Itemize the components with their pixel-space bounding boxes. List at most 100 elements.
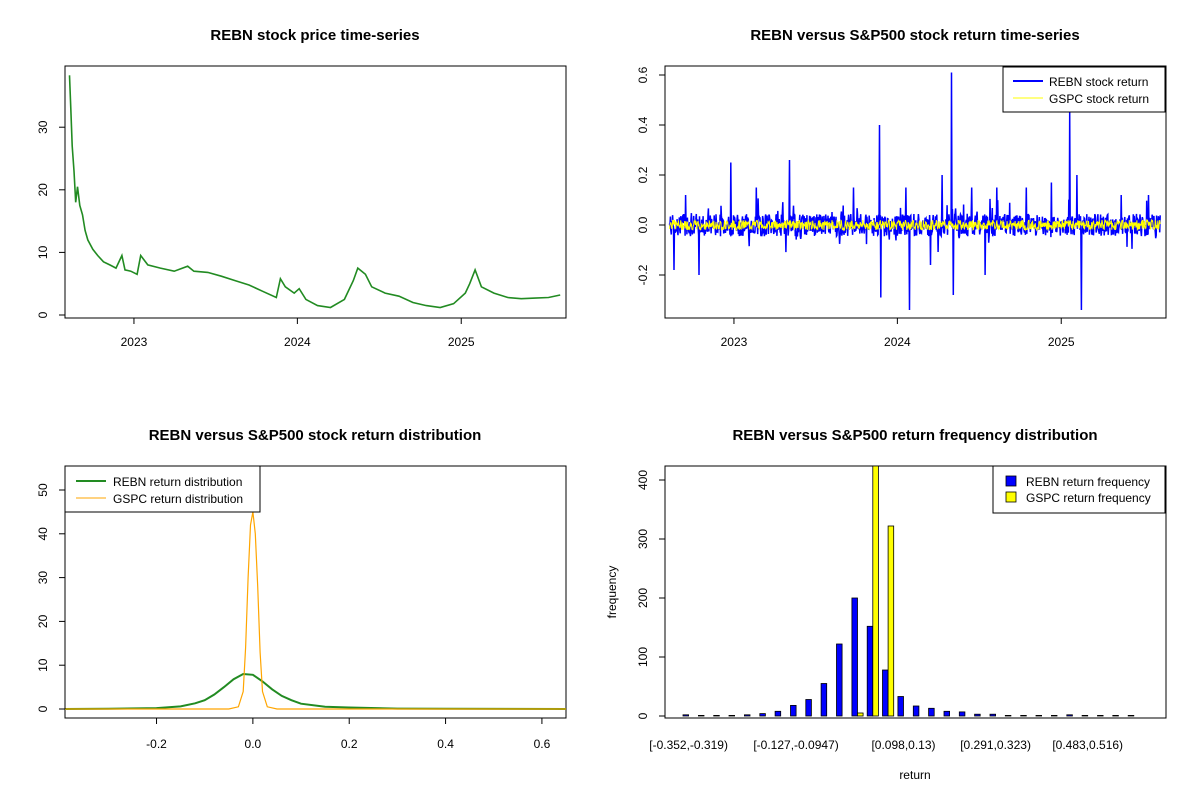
- rebn-frequency-bar: [744, 714, 751, 717]
- x-tick-label: [0.483,0.516): [1052, 738, 1123, 752]
- y-tick-label: 100: [636, 647, 650, 667]
- rebn-frequency-bar: [1127, 715, 1135, 717]
- y-tick-label: 50: [36, 483, 50, 497]
- y-tick-label: 20: [36, 614, 50, 628]
- x-tick-label: 2023: [121, 335, 148, 349]
- rebn-frequency-bar: [974, 713, 981, 717]
- x-tick-label: 2024: [284, 335, 311, 349]
- gspc-frequency-bar: [872, 465, 879, 717]
- y-tick-label: 30: [36, 571, 50, 585]
- rebn-return-line: [668, 72, 1161, 311]
- rebn-frequency-bar: [805, 699, 812, 717]
- x-axis-label-return: return: [899, 768, 930, 782]
- rebn-frequency-bar: [912, 705, 920, 717]
- rebn-frequency-bar: [1051, 715, 1058, 717]
- chart-title-frequency: REBN versus S&P500 return frequency dist…: [732, 427, 1097, 444]
- chart-title-returns: REBN versus S&P500 stock return time-ser…: [750, 27, 1079, 44]
- rebn-frequency-bar: [1097, 715, 1104, 717]
- rebn-frequency-bar: [1004, 715, 1012, 717]
- rebn-frequency-bar: [698, 715, 705, 717]
- x-tick-label: [-0.352,-0.319): [649, 738, 728, 752]
- price-series-line: [68, 75, 561, 309]
- y-tick-label: 400: [636, 470, 650, 490]
- x-tick-label: 0.0: [245, 737, 262, 751]
- y-tick-label: 20: [36, 183, 50, 197]
- x-tick-label: 2023: [721, 335, 748, 349]
- y-tick-label: 0: [636, 712, 650, 719]
- rebn-frequency-bar: [928, 707, 935, 717]
- x-tick-label: 2025: [448, 335, 475, 349]
- rebn-frequency-bar: [989, 713, 996, 717]
- rebn-density-line: [64, 672, 567, 710]
- returns-legend: REBN stock return GSPC stock return: [1002, 66, 1166, 113]
- rebn-frequency-bar: [713, 715, 720, 717]
- price-plot-area: 2023 2024 2025 0 10 20 30: [36, 65, 567, 349]
- x-tick-label: 2025: [1048, 335, 1075, 349]
- x-tick-label: 0.6: [534, 737, 551, 751]
- rebn-frequency-bar: [897, 696, 904, 717]
- y-tick-label: 40: [36, 527, 50, 541]
- plot-frame: [64, 65, 567, 319]
- y-tick-label: 300: [636, 529, 650, 549]
- gspc-frequency-bar: [887, 525, 895, 717]
- panel-price-timeseries: REBN stock price time-series 2023 2024 202…: [36, 27, 567, 349]
- x-tick-label: 0.4: [437, 737, 454, 751]
- y-tick-label: -0.2: [636, 264, 650, 285]
- rebn-frequency-bar: [851, 597, 858, 717]
- rebn-frequency-bar: [1020, 715, 1027, 717]
- gspc-return-line: [669, 218, 1161, 232]
- rebn-frequency-bar: [759, 713, 766, 717]
- rebn-frequency-bar: [958, 711, 966, 717]
- panel-return-distribution: REBN versus S&P500 stock return distribu…: [36, 427, 567, 751]
- chart-title-price: REBN stock price time-series: [210, 27, 419, 44]
- y-tick-label: 0.2: [636, 166, 650, 183]
- panel-frequency-distribution: REBN versus S&P500 return frequency dist…: [605, 427, 1167, 782]
- frequency-plot-area: [-0.352,-0.319) [-0.127,-0.0947) [0.098,0.…: [636, 465, 1167, 752]
- y-tick-label: 0: [36, 311, 50, 318]
- rebn-frequency-bar: [1081, 715, 1089, 717]
- panel-return-timeseries: REBN versus S&P500 stock return time-ser…: [636, 27, 1167, 349]
- gspc-density-line: [65, 511, 566, 710]
- rebn-frequency-bar: [1112, 715, 1119, 717]
- rebn-frequency-bar: [682, 714, 689, 717]
- rebn-frequency-bar: [774, 710, 782, 717]
- rebn-frequency-bar: [836, 643, 843, 717]
- y-tick-label: 30: [36, 120, 50, 134]
- rebn-frequency-bar: [866, 625, 874, 717]
- rebn-frequency-bar: [943, 710, 950, 717]
- x-tick-label: -0.2: [146, 737, 167, 751]
- gspc-frequency-bar: [857, 712, 864, 717]
- rebn-frequency-bar: [820, 683, 828, 717]
- rebn-frequency-bar: [1066, 714, 1073, 717]
- legend-label-rebn-distribution: REBN return distribution: [113, 475, 242, 489]
- x-tick-label: [-0.127,-0.0947): [753, 738, 838, 752]
- y-tick-label: 0.4: [636, 116, 650, 133]
- legend-label-gspc-frequency: GSPC return frequency: [1026, 491, 1151, 505]
- legend-label-rebn-return: REBN stock return: [1049, 75, 1148, 89]
- y-axis-label-frequency: frequency: [605, 566, 619, 619]
- x-tick-label: 0.2: [341, 737, 358, 751]
- legend-label-rebn-frequency: REBN return frequency: [1026, 475, 1150, 489]
- legend-swatch-gspc-freq: [1005, 491, 1017, 503]
- rebn-frequency-bar: [1035, 715, 1042, 717]
- y-tick-label: 200: [636, 588, 650, 608]
- y-tick-label: 10: [36, 658, 50, 672]
- chart-title-distribution: REBN versus S&P500 stock return distribu…: [149, 427, 482, 444]
- y-tick-label: 0: [36, 705, 50, 712]
- returns-plot-area: 2023 2024 2025 -0.2 0.0 0.2 0.4 0.6: [636, 65, 1167, 349]
- y-tick-label: 10: [36, 245, 50, 259]
- y-tick-label: 0.6: [636, 66, 650, 83]
- legend-label-gspc-distribution: GSPC return distribution: [113, 492, 243, 506]
- x-tick-label: 2024: [884, 335, 911, 349]
- distribution-legend: REBN return distribution GSPC return dis…: [64, 465, 261, 513]
- x-tick-label: [0.291,0.323): [960, 738, 1031, 752]
- x-tick-label: [0.098,0.13): [871, 738, 935, 752]
- rebn-frequency-bar: [790, 705, 797, 717]
- legend-swatch-rebn-freq: [1005, 475, 1017, 487]
- rebn-frequency-bar: [882, 669, 889, 717]
- legend-label-gspc-return: GSPC stock return: [1049, 92, 1149, 106]
- y-tick-label: 0.0: [636, 216, 650, 233]
- rebn-frequency-bar: [728, 715, 735, 717]
- frequency-legend: REBN return frequency GSPC return freque…: [992, 465, 1166, 514]
